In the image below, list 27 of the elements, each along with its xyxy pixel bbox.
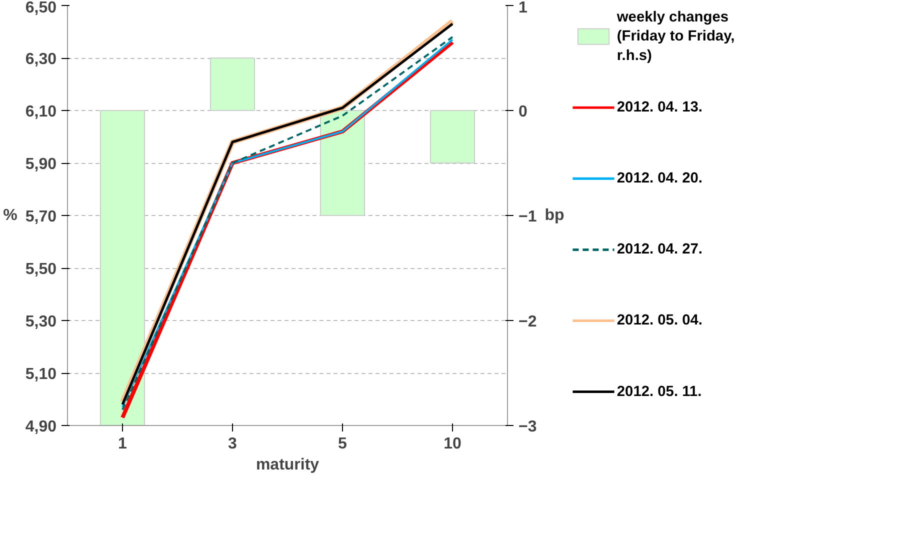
legend-label: weekly changes (Friday to Friday, r.h.s) [616,9,735,64]
y2-tick-label: 1 [518,0,528,16]
y-tick-label: 6,50 [25,0,57,16]
y-axis-title: % [3,207,18,224]
y-tick-label: 5,90 [25,156,57,173]
y-tick-label: 5,50 [25,261,57,278]
y2-tick-label: −3 [518,418,537,436]
legend-label: 2012. 04. 20. [616,170,702,187]
x-tick-label: 10 [444,436,462,452]
x-tick-label: 1 [118,436,128,452]
x-tick-label: 5 [338,436,348,452]
legend-label: 2012. 04. 27. [616,242,702,258]
y-tick-label: 5,30 [25,314,57,330]
y-tick-label: 6,30 [25,51,57,68]
x-tick-label: 3 [228,436,238,452]
legend-label: 2012. 05. 04. [616,312,702,329]
legend-label: 2012. 04. 13. [616,100,702,116]
y2-tick-label: 0 [518,104,528,120]
y2-axis-title: bp [544,207,565,224]
y2-tick-label: −2 [518,314,537,330]
x-axis-title: maturity [256,456,320,474]
y-tick-label: 4,90 [25,418,57,436]
y-tick-label: 5,10 [25,366,57,383]
y-tick-label: 6,10 [25,104,57,120]
legend-label: 2012. 05. 11. [616,384,702,400]
y-tick-label: 5,70 [25,208,57,226]
y2-tick-label: −1 [518,208,537,226]
